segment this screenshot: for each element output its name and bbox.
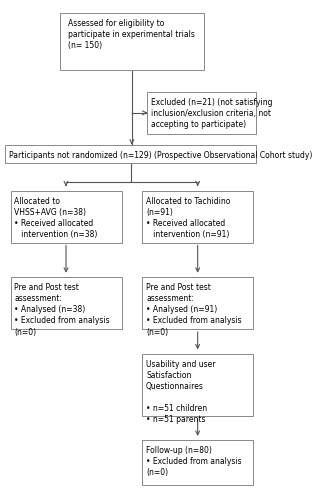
Text: Follow-up (n=80)
• Excluded from analysis
(n=0): Follow-up (n=80) • Excluded from analysi… [146, 446, 242, 478]
FancyBboxPatch shape [142, 277, 253, 329]
FancyBboxPatch shape [11, 190, 121, 242]
Text: Participants not randomized (n=129) (Prospective Observational Cohort study): Participants not randomized (n=129) (Pro… [9, 150, 313, 160]
FancyBboxPatch shape [147, 92, 256, 134]
FancyBboxPatch shape [5, 144, 256, 164]
FancyBboxPatch shape [142, 190, 253, 242]
FancyBboxPatch shape [142, 440, 253, 485]
Text: Assessed for eligibility to
participate in experimental trials
(n= 150): Assessed for eligibility to participate … [68, 18, 195, 50]
Text: Pre and Post test
assessment:
• Analysed (n=38)
• Excluded from analysis
(n=0): Pre and Post test assessment: • Analysed… [15, 283, 110, 337]
FancyBboxPatch shape [142, 354, 253, 416]
Text: Usability and user
Satisfaction
Questionnaires

• n=51 children
• n=51 parents: Usability and user Satisfaction Question… [146, 360, 215, 424]
Text: Excluded (n=21) (not satisfying
inclusion/exclusion criteria, not
accepting to p: Excluded (n=21) (not satisfying inclusio… [151, 98, 273, 129]
Text: Allocated to
VHSS+AVG (n=38)
• Received allocated
   intervention (n=38): Allocated to VHSS+AVG (n=38) • Received … [15, 196, 98, 239]
Text: Pre and Post test
assessment:
• Analysed (n=91)
• Excluded from analysis
(n=0): Pre and Post test assessment: • Analysed… [146, 283, 242, 337]
FancyBboxPatch shape [59, 12, 204, 70]
Text: Allocated to Tachidino
(n=91)
• Received allocated
   intervention (n=91): Allocated to Tachidino (n=91) • Received… [146, 196, 230, 239]
FancyBboxPatch shape [11, 277, 121, 329]
